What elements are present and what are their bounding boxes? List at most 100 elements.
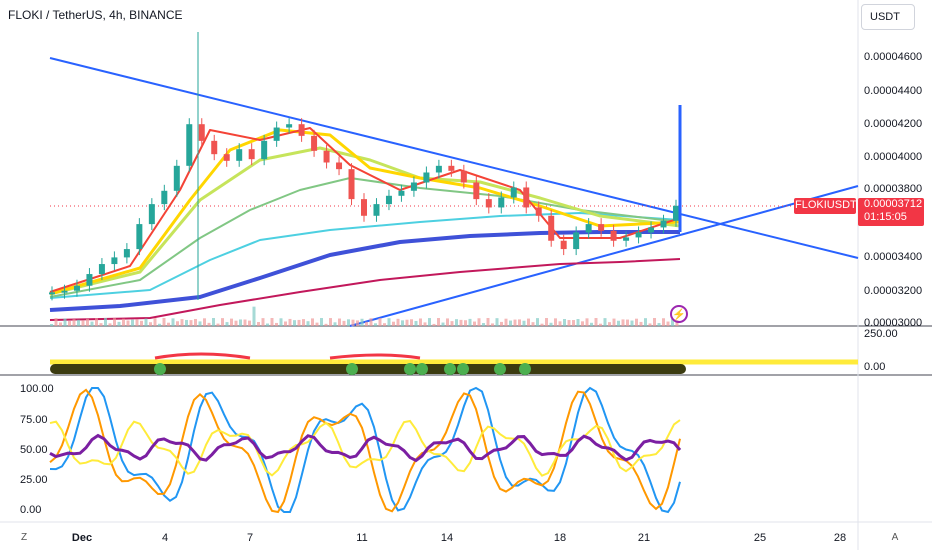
volume-bar	[410, 319, 413, 326]
volume-bar	[594, 318, 598, 326]
volume-bar	[639, 321, 643, 326]
indicator1-signal-dot	[404, 363, 416, 375]
price-axis-tick: 0.00004000	[864, 151, 923, 163]
volume-bar	[216, 323, 220, 326]
candle-body	[73, 285, 80, 291]
time-axis-tick: 18	[553, 532, 567, 544]
auto-scale-z-button[interactable]: Z	[20, 531, 28, 543]
volume-bar	[162, 318, 166, 326]
volume-bar	[504, 318, 508, 326]
volume-bar	[180, 319, 184, 326]
symbol-title[interactable]: FLOKI / TetherUS, 4h, BINANCE	[8, 8, 183, 22]
indicator1-signal-dot	[346, 363, 358, 375]
volume-bar	[572, 320, 575, 326]
volume-bar	[279, 318, 283, 326]
volume-bar	[612, 318, 616, 326]
volume-bar	[428, 318, 431, 326]
stoch-rsi-yellow-line	[49, 419, 681, 477]
volume-bar	[392, 321, 395, 326]
candle-body	[61, 290, 68, 293]
time-axis-tick: 14	[440, 532, 454, 544]
candle-body	[498, 197, 505, 208]
price-axis-tick: 0.00003400	[864, 251, 923, 263]
volume-bar	[477, 318, 481, 326]
ma-yellow	[49, 128, 681, 296]
volume-bar	[464, 320, 467, 326]
volume-bar	[396, 318, 400, 326]
volume-bar	[324, 323, 328, 326]
volume-bar	[104, 318, 107, 326]
volume-bar	[59, 322, 62, 326]
volume-bar	[297, 319, 301, 326]
volume-bar	[554, 318, 557, 326]
volume-bar	[621, 319, 625, 326]
currency-button[interactable]: USDT	[861, 4, 915, 30]
candle-body	[186, 124, 193, 166]
volume-bar	[275, 322, 278, 326]
volume-bar	[351, 319, 355, 326]
volume-bar	[653, 318, 656, 326]
stoch-axis-tick: 50.00	[20, 444, 48, 456]
volume-bar	[644, 318, 647, 326]
volume-bar	[144, 318, 148, 326]
volume-bar	[599, 323, 602, 326]
volume-bar	[603, 318, 607, 326]
volume-bar	[131, 319, 134, 326]
volume-bar	[365, 321, 368, 326]
volume-bar	[72, 319, 76, 326]
volume-bar	[635, 318, 638, 326]
volume-bar	[666, 321, 670, 326]
indicator1-signal-dot	[494, 363, 506, 375]
time-axis-tick: 11	[356, 532, 368, 544]
volume-bar	[230, 318, 233, 326]
time-axis-tick: Dec	[71, 532, 93, 544]
volume-bar	[311, 318, 314, 326]
volume-bar	[455, 319, 458, 326]
candle-body	[198, 124, 205, 141]
stoch-axis-tick: 100.00	[20, 383, 54, 395]
volume-bar	[576, 319, 580, 326]
volume-bar	[558, 321, 562, 326]
volume-bar	[423, 322, 427, 326]
volume-bar	[522, 320, 526, 326]
indicator1-signal-dot	[519, 363, 531, 375]
time-axis-tick: 25	[753, 532, 767, 544]
main-price-pane	[49, 32, 859, 327]
candle-body	[136, 224, 143, 250]
volume-bar	[171, 318, 175, 326]
ma-red	[49, 127, 681, 293]
time-axis-tick: 7	[246, 532, 254, 544]
volume-bar	[347, 319, 350, 326]
volume-bar	[54, 318, 58, 326]
volume-bar	[468, 318, 472, 326]
candle-body	[311, 135, 318, 151]
volume-bar	[315, 322, 319, 326]
volume-bar	[257, 322, 260, 326]
volume-bar	[207, 322, 211, 326]
volume-bar	[68, 321, 71, 326]
volume-bar	[383, 323, 386, 326]
indicator1-signal-dot	[457, 363, 469, 375]
candle-body	[336, 162, 343, 170]
volume-bar	[657, 323, 661, 326]
lightning-icon[interactable]: ⚡	[670, 305, 688, 323]
volume-bar	[212, 318, 215, 326]
volume-bar	[441, 322, 445, 326]
volume-bar	[378, 318, 382, 326]
candle-body	[298, 124, 305, 136]
candle-body	[510, 187, 517, 198]
volume-bar	[284, 321, 287, 326]
volume-bar	[648, 323, 652, 326]
candle-body	[473, 182, 480, 200]
volume-bar	[90, 321, 94, 326]
candle-body	[173, 165, 180, 191]
candle-body	[86, 274, 93, 286]
volume-bar	[198, 321, 202, 326]
price-axis-tick: 0.00003800	[864, 183, 923, 195]
symbol-tag-label: FLOKIUSDT	[795, 199, 857, 211]
volume-bar	[126, 320, 130, 326]
auto-scale-a-button[interactable]: A	[891, 531, 899, 543]
ma-pink	[49, 258, 681, 321]
volume-bar	[221, 318, 224, 326]
